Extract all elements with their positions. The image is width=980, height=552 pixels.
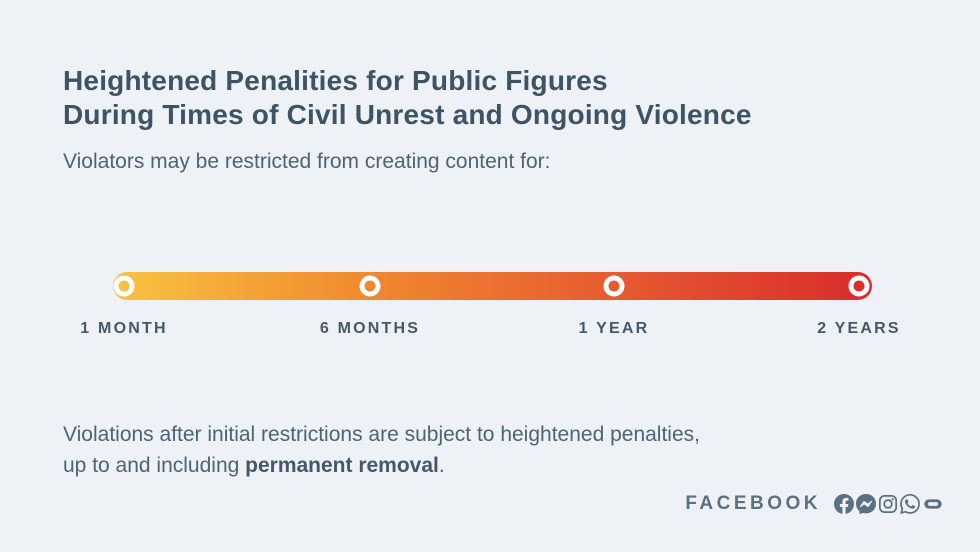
facebook-wordmark: FACEBOOK: [685, 493, 821, 514]
social-icon-row: [834, 494, 944, 514]
page-title: Heightened Penalities for Public Figures…: [63, 64, 752, 132]
timeline-label-6-months: 6 MONTHS: [319, 320, 421, 337]
facebook-icon[interactable]: [834, 494, 854, 514]
footnote-line-2-prefix: up to and including: [63, 454, 246, 477]
timeline-marker-1-year: [603, 275, 625, 297]
footnote: Violations after initial restrictions ar…: [63, 419, 700, 481]
footnote-bold-permanent-removal: permanent removal: [245, 454, 439, 477]
footnote-line-1: Violations after initial restrictions ar…: [63, 423, 700, 446]
subtitle: Violators may be restricted from creatin…: [63, 150, 551, 173]
oculus-icon[interactable]: [922, 494, 944, 514]
timeline-marker-1-month: [113, 275, 135, 297]
messenger-icon[interactable]: [856, 494, 876, 514]
instagram-icon[interactable]: [878, 494, 898, 514]
title-line-1: Heightened Penalities for Public Figures: [63, 65, 608, 96]
footer: FACEBOOK: [685, 493, 944, 515]
footnote-line-2-suffix: .: [438, 454, 445, 477]
timeline-label-2-years: 2 YEARS: [817, 320, 901, 337]
timeline-marker-2-years: [848, 275, 870, 297]
whatsapp-icon[interactable]: [900, 494, 920, 514]
timeline-label-1-month: 1 MONTH: [80, 320, 168, 337]
timeline-gradient-bar: [113, 272, 872, 300]
title-line-2: During Times of Civil Unrest and Ongoing…: [63, 99, 752, 130]
timeline-marker-6-months: [359, 275, 381, 297]
timeline-label-1-year: 1 YEAR: [578, 320, 650, 337]
